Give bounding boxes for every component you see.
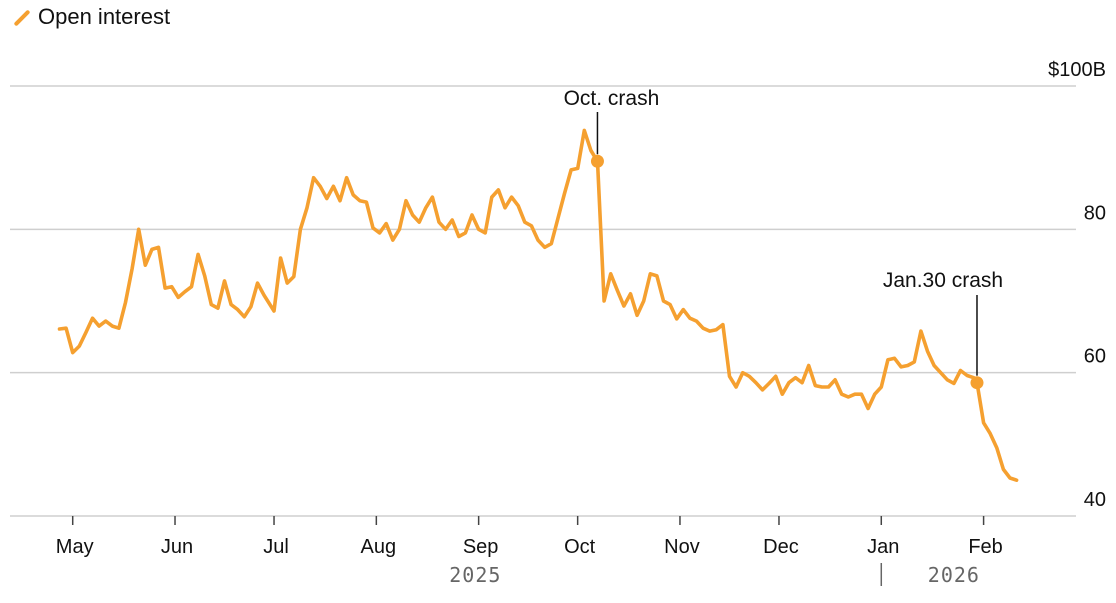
annotation-marker (590, 154, 604, 168)
year-label: 2026 (928, 563, 980, 587)
x-tick-label: Sep (463, 536, 499, 558)
x-tick-label: Jul (263, 536, 289, 558)
x-tick-label: Nov (664, 536, 700, 558)
y-tick-label: 40 (1084, 489, 1106, 511)
annotations: Oct. crash Jan.30 crash (564, 87, 1003, 390)
x-tick-label: Jun (161, 536, 193, 558)
annotation-label: Oct. crash (564, 87, 660, 110)
chart-legend: Open interest (10, 4, 170, 30)
legend-label: Open interest (38, 4, 171, 29)
x-axis: May Jun Jul Aug Sep Oct Nov Dec Jan Feb 2025 2026 (10, 515, 1076, 587)
y-tick-label: 60 (1084, 346, 1106, 368)
x-tick-label: Oct (564, 536, 596, 558)
series-line-open-interest (57, 128, 1019, 482)
x-tick-label: Dec (763, 536, 799, 558)
annotation-label: Jan.30 crash (883, 269, 1003, 292)
y-tick-label: $100B (1048, 59, 1106, 81)
gridlines (10, 85, 1076, 374)
year-label: 2025 (449, 563, 501, 587)
y-axis-tick-labels: $100B 80 60 40 (1048, 59, 1106, 511)
series-layer (57, 128, 1019, 482)
x-tick-label: Jan (867, 536, 899, 558)
x-tick-label: Aug (361, 536, 397, 558)
y-tick-label: 80 (1084, 202, 1106, 224)
x-tick-label: May (56, 536, 94, 558)
annotation-marker (970, 376, 984, 390)
x-tick-label: Feb (968, 536, 1002, 558)
